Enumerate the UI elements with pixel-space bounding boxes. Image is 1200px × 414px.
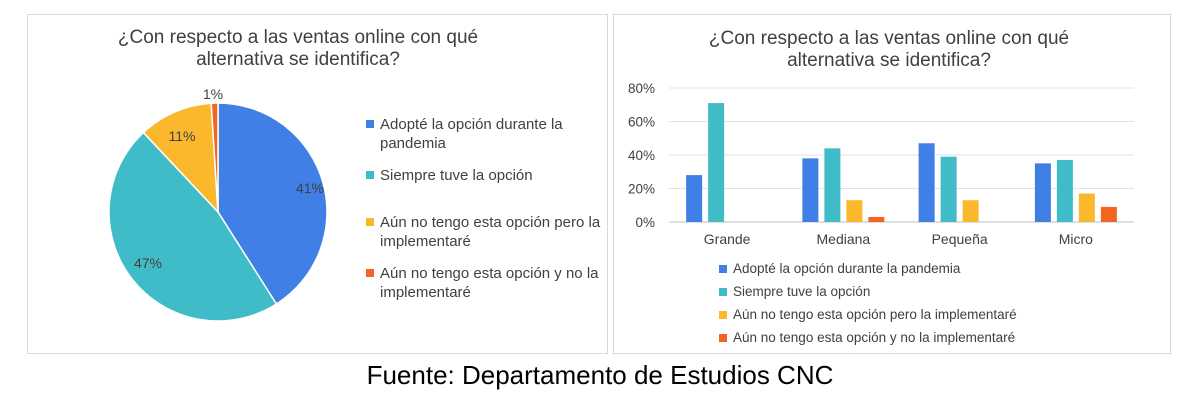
pie-data-label: 11% [169, 128, 196, 144]
pie-legend-label: Siempre tuve la opción [380, 167, 533, 184]
pie-title-line-1: ¿Con respecto a las ventas online con qu… [117, 27, 479, 48]
legend-swatch [719, 311, 727, 319]
bar-legend-label: Aún no tengo esta opción pero la impleme… [733, 307, 1017, 322]
y-tick-label: 20% [628, 182, 655, 197]
pie-legend-label: Adopté la opción durante la pandemia [380, 116, 563, 152]
bar [1056, 160, 1073, 222]
pie-legend-item-aun-implementare: Aún no tengo esta opción pero la impleme… [366, 213, 611, 251]
legend-swatch [366, 269, 374, 277]
pie-slice [210, 102, 219, 213]
bar [686, 175, 703, 222]
bar-legend-label: Siempre tuve la opción [733, 284, 871, 299]
x-tick-label: Micro [1059, 231, 1093, 247]
pie-slice [108, 131, 278, 322]
bar [918, 143, 935, 222]
x-tick-label: Pequeña [932, 231, 988, 247]
pie-legend: Adopté la opción durante la pandemia Sie… [366, 115, 611, 302]
legend-swatch [366, 120, 374, 128]
bar-legend-item-aun-implementare: Aún no tengo esta opción pero la impleme… [719, 303, 1149, 326]
bar [868, 216, 885, 222]
y-tick-label: 60% [628, 115, 655, 130]
pie-legend-item-siempre: Siempre tuve la opción [366, 166, 611, 185]
bar-legend: Adopté la opción durante la pandemia Sie… [719, 257, 1149, 349]
bar [802, 158, 819, 222]
pie-legend-item-adopte: Adopté la opción durante la pandemia [366, 115, 611, 153]
bar [962, 200, 979, 222]
bar-chart: 0% 20% 40% 60% 80% Grande Mediana Pequeña Micro [628, 81, 1134, 247]
bar [1100, 206, 1117, 222]
legend-swatch [366, 218, 374, 226]
x-tick-label: Grande [704, 231, 751, 247]
y-tick-label: 0% [635, 215, 655, 230]
bar [1078, 193, 1095, 222]
x-tick-label: Mediana [817, 231, 871, 247]
legend-swatch [366, 171, 374, 179]
pie-legend-item-aun-no-implementare: Aún no tengo esta opción y no la impleme… [366, 264, 611, 302]
bar-chart-panel: ¿Con respecto a las ventas online con qu… [613, 14, 1171, 354]
pie-chart: 41% 47% 11% 1% [108, 86, 328, 322]
pie-data-label: 47% [134, 255, 162, 271]
pie-data-label: 1% [203, 86, 223, 102]
bar-title-line-2: alternativa se identifica? [787, 50, 991, 71]
pie-chart-title: ¿Con respecto a las ventas online con qu… [88, 27, 508, 71]
pie-legend-label: Aún no tengo esta opción pero la impleme… [380, 214, 601, 250]
bar-legend-label: Adopté la opción durante la pandemia [733, 261, 961, 276]
bar-legend-item-aun-no-implementare: Aún no tengo esta opción y no la impleme… [719, 326, 1149, 349]
legend-swatch [719, 288, 727, 296]
pie-data-label: 41% [296, 180, 324, 196]
legend-swatch [719, 265, 727, 273]
pie-legend-label: Aún no tengo esta opción y no la impleme… [380, 265, 599, 301]
bar [1034, 163, 1051, 222]
pie-title-line-2: alternativa se identifica? [196, 49, 400, 70]
y-tick-label: 80% [628, 81, 655, 96]
bar-legend-item-adopte: Adopté la opción durante la pandemia [719, 257, 1149, 280]
bar-title-line-1: ¿Con respecto a las ventas online con qu… [708, 28, 1070, 49]
pie-chart-panel: ¿Con respecto a las ventas online con qu… [27, 14, 608, 354]
bar [940, 156, 957, 222]
bar-legend-label: Aún no tengo esta opción y no la impleme… [733, 330, 1016, 345]
source-caption: Fuente: Departamento de Estudios CNC [366, 360, 834, 390]
bar [708, 103, 725, 222]
y-tick-label: 40% [628, 148, 655, 163]
bar-legend-item-siempre: Siempre tuve la opción [719, 280, 1149, 303]
bar [846, 200, 863, 222]
legend-swatch [719, 334, 727, 342]
bar [824, 148, 841, 222]
bar-chart-title: ¿Con respecto a las ventas online con qu… [644, 28, 1134, 72]
pie-slice [142, 102, 219, 215]
